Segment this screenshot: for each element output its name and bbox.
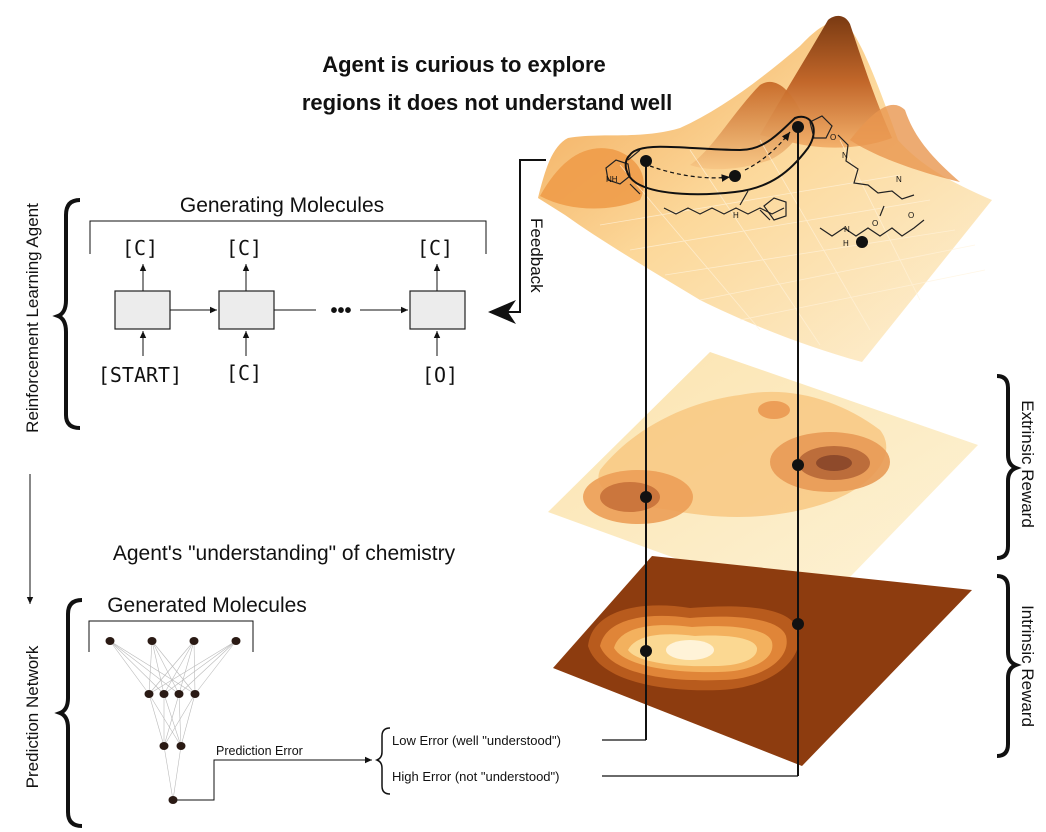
understanding-caption: Agent's "understanding" of chemistry (113, 542, 456, 565)
rl-agent-brace (52, 198, 81, 430)
node-hidden2-1 (159, 742, 169, 750)
intrinsic-brace (996, 574, 1022, 758)
atom-label-n-1: N (842, 151, 848, 160)
prediction-error-label: Prediction Error (216, 744, 303, 758)
chain-molecule-2 (837, 134, 915, 200)
ring-molecule-2 (763, 197, 787, 221)
atom-label-h-2: H (843, 239, 849, 248)
extrinsic-brace (996, 374, 1022, 560)
extrinsic-reward-layer (548, 352, 978, 610)
reward-labels: Extrinsic Reward Intrinsic Reward (996, 374, 1037, 758)
atom-label-o-1: O (872, 219, 878, 228)
rl-agent-side-label: Reinforcement Learning Agent (23, 203, 42, 433)
prediction-network-brace (54, 598, 83, 828)
output-token-1: [C] (122, 236, 158, 260)
atom-label-o-3: O (830, 133, 836, 142)
node-hidden1-3 (174, 690, 184, 698)
surface-right-ridge (850, 104, 960, 182)
node-input-4 (231, 637, 241, 645)
generating-bracket (89, 220, 487, 254)
high-error-label: High Error (not "understood") (392, 769, 559, 784)
chain-molecule-1 (663, 207, 785, 215)
generated-title: Generated Molecules (107, 594, 307, 617)
input-token-1: [START] (98, 363, 182, 387)
surface-mid-peak (690, 81, 802, 170)
generating-title: Generating Molecules (180, 194, 384, 217)
path-arrow-2 (744, 131, 791, 171)
node-input-1 (105, 637, 115, 645)
path-envelope (624, 115, 815, 196)
point-intrinsic-low (640, 645, 652, 657)
network-nodes (105, 637, 241, 804)
node-input-3 (189, 637, 199, 645)
error-brace (374, 727, 391, 795)
point-intrinsic-high (792, 618, 804, 630)
node-output (168, 796, 178, 804)
prediction-error-arrow (177, 756, 372, 801)
output-token-2: [C] (226, 236, 262, 260)
atom-label-o-2: O (908, 211, 914, 220)
atom-label-n-3: N (844, 225, 850, 234)
extrinsic-blob-small (758, 401, 790, 419)
chain-molecule-3 (819, 219, 925, 237)
headline-line-2: regions it does not understand well (302, 90, 672, 115)
generated-bracket (88, 620, 254, 652)
rnn-cell-3 (409, 290, 466, 330)
vertical-connectors (602, 127, 799, 777)
extrinsic-reward-label: Extrinsic Reward (1018, 400, 1037, 528)
point-extrinsic-high (792, 459, 804, 471)
feedback-loop: Feedback (488, 159, 546, 324)
atom-label-n-2: N (896, 175, 902, 184)
molecule-atom-labels: NH H N N N H O O O (606, 133, 914, 248)
headline-line-1: Agent is curious to explore (322, 52, 606, 77)
layer-intersection-points (640, 459, 804, 657)
node-hidden1-1 (144, 690, 154, 698)
exploration-path (624, 115, 868, 248)
feedback-label: Feedback (527, 218, 546, 293)
low-error-label: Low Error (well "understood") (392, 733, 561, 748)
point-extrinsic-low (640, 491, 652, 503)
feedback-arrow (488, 159, 546, 324)
node-input-2 (147, 637, 157, 645)
rnn-cell-2 (218, 290, 275, 330)
input-token-2: [C] (226, 361, 262, 385)
output-token-3: [C] (417, 236, 453, 260)
rnn-cell-1 (114, 290, 171, 330)
network-edges (109, 640, 237, 801)
prediction-network-side-label: Prediction Network (23, 645, 42, 788)
path-arrow-1 (649, 165, 731, 182)
surface-point-extra (856, 236, 868, 248)
atom-label-h: H (733, 211, 739, 220)
extrinsic-blob-right-peak (816, 455, 852, 471)
rl-agent-section: Reinforcement Learning Agent Generating … (23, 194, 487, 433)
surface-point-mid (729, 170, 741, 182)
intrinsic-reward-label: Intrinsic Reward (1018, 605, 1037, 727)
input-token-3: [O] (422, 363, 458, 387)
atom-label-nh: NH (606, 175, 618, 184)
prediction-network-section: Prediction Network Generated Molecules (23, 594, 561, 828)
node-hidden1-2 (159, 690, 169, 698)
surface-left-hill (540, 148, 644, 209)
intrinsic-peak (666, 640, 714, 660)
chemical-space-surface (538, 15, 992, 363)
node-hidden2-2 (176, 742, 186, 750)
node-hidden1-4 (190, 690, 200, 698)
sequence-ellipsis: ••• (330, 300, 351, 322)
intrinsic-reward-layer (553, 556, 972, 766)
